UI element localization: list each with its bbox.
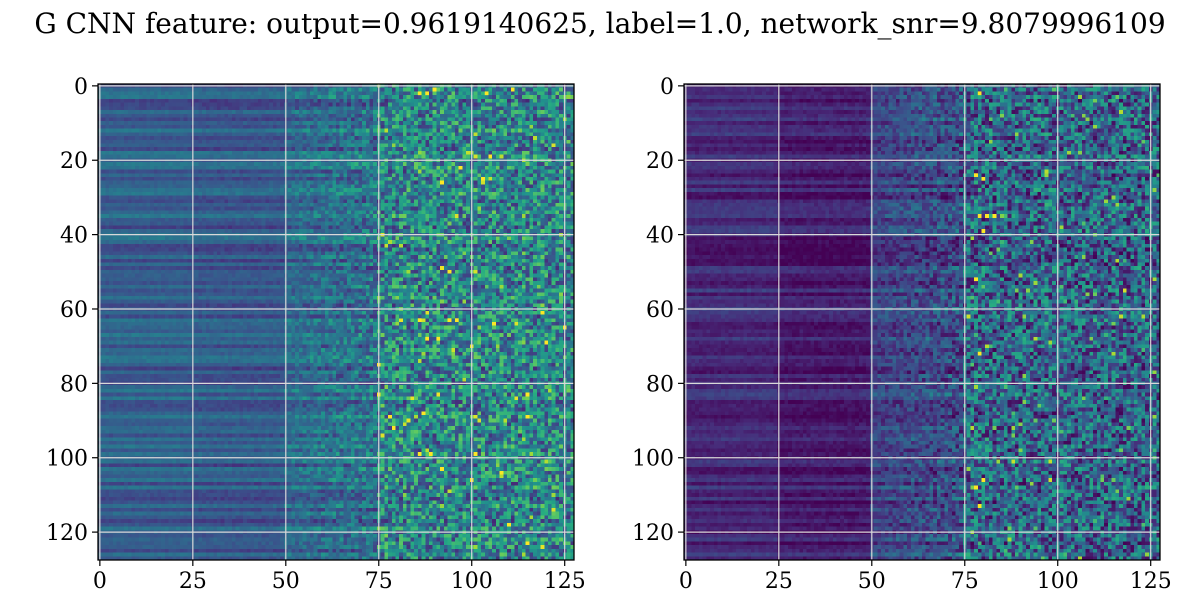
y-tick-label: 60	[60, 298, 88, 323]
heatmap-panel-right: 0 25 50 75 100 125 0 20 40 60 80 100 120	[632, 75, 1172, 594]
y-tick-label: 20	[646, 149, 674, 174]
x-tick-label: 125	[544, 569, 586, 594]
x-tick-label: 100	[451, 569, 493, 594]
y-tick-label: 0	[660, 75, 674, 100]
x-tick-label: 25	[179, 569, 207, 594]
hot-pixel	[417, 318, 422, 322]
x-tick-label: 75	[951, 569, 979, 594]
y-tick-label: 60	[646, 298, 674, 323]
hot-pixel	[981, 478, 986, 482]
heatmap-panel-left: 0 25 50 75 100 125 0 20 40 60 80 100 120	[46, 75, 586, 594]
y-tick-label: 120	[632, 521, 674, 546]
heatmap-cells	[684, 84, 1160, 560]
hot-pixel	[425, 91, 429, 96]
hot-pixel	[981, 229, 986, 233]
y-tick-label: 40	[60, 224, 88, 249]
hot-pixel	[436, 336, 441, 341]
x-tick-label: 50	[858, 569, 886, 594]
hot-pixel	[992, 214, 997, 218]
figure-title: G CNN feature: output=0.9619140625, labe…	[34, 7, 1166, 40]
x-tick-label: 100	[1037, 569, 1079, 594]
x-tick-label: 50	[272, 569, 300, 594]
heatmap-cells	[98, 84, 574, 560]
x-tick-label: 0	[679, 569, 693, 594]
y-tick-label: 0	[74, 75, 88, 100]
x-tick-label: 0	[93, 569, 107, 594]
x-tick-label: 125	[1130, 569, 1172, 594]
y-tick-label: 100	[632, 447, 674, 472]
hot-pixel	[977, 214, 982, 218]
hot-pixel	[974, 173, 978, 177]
hot-pixel	[455, 318, 459, 322]
hot-pixel	[447, 318, 452, 322]
hot-pixel	[484, 91, 489, 96]
hot-pixel	[977, 504, 982, 508]
hot-pixel	[974, 277, 978, 282]
x-tick-label: 25	[765, 569, 793, 594]
hot-pixel	[428, 452, 433, 456]
y-tick-label: 20	[60, 149, 88, 174]
hot-pixel	[440, 467, 444, 471]
hot-pixel	[425, 336, 429, 341]
hot-pixel	[977, 351, 982, 356]
hot-pixel	[985, 214, 989, 218]
y-tick-label: 80	[646, 372, 674, 397]
hot-pixel	[440, 180, 444, 185]
y-tick-label: 40	[646, 224, 674, 249]
hot-pixel	[977, 91, 982, 96]
hot-pixel	[417, 452, 422, 456]
hot-pixel	[981, 176, 986, 181]
axes-frame	[97, 83, 575, 561]
y-tick-label: 80	[60, 372, 88, 397]
axes-frame	[683, 83, 1161, 561]
y-tick-label: 120	[46, 521, 88, 546]
hot-pixel	[417, 91, 422, 96]
x-tick-label: 75	[365, 569, 393, 594]
y-tick-label: 100	[46, 447, 88, 472]
hot-pixel	[974, 485, 978, 490]
